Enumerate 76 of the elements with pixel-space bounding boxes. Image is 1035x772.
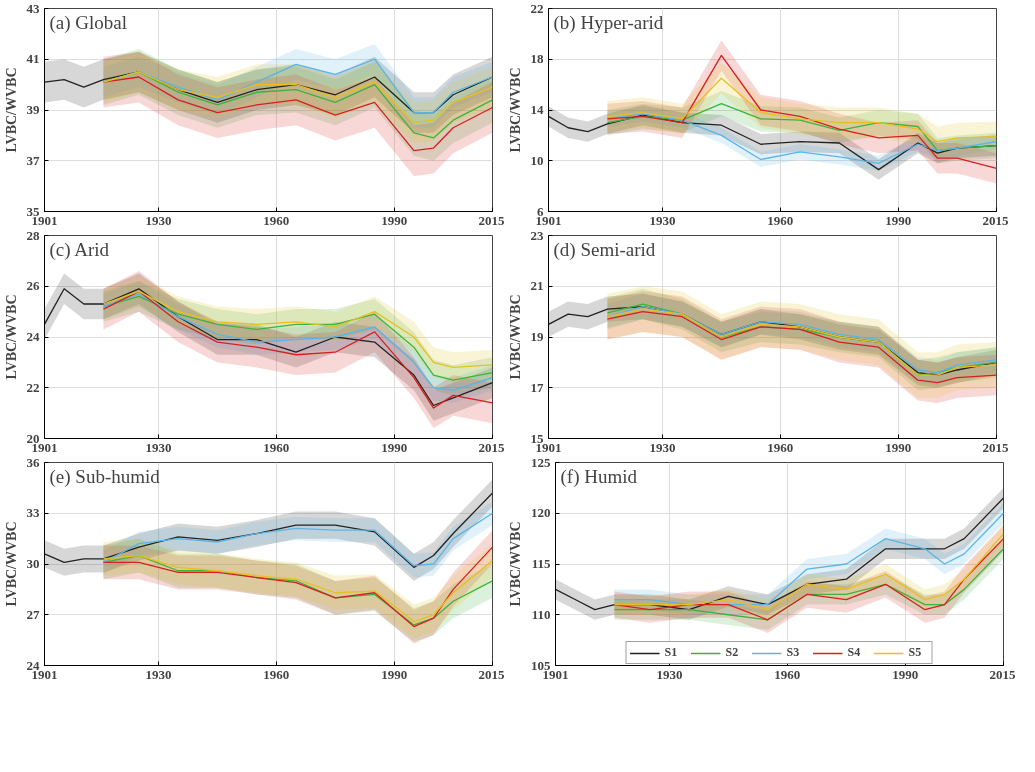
y-tick-label: 115	[531, 556, 551, 571]
chart-title: (e) Sub-humid	[49, 465, 161, 488]
y-axis-title: LVBC/WVBC	[508, 521, 523, 607]
line-series	[102, 76, 493, 152]
x-tick-label: 1960	[263, 212, 290, 228]
x-tick-label: 1930	[649, 212, 676, 228]
line-series	[44, 288, 493, 407]
y-axis-title: LVBC/WVBC	[3, 294, 19, 380]
x-tick-label: 1990	[381, 439, 408, 455]
legend-label: S2	[725, 645, 740, 660]
x-tick-label: 1960	[774, 666, 801, 682]
y-tick-label: 39	[26, 102, 40, 117]
legend-label: S5	[908, 645, 923, 660]
y-tick-label: 10	[530, 152, 544, 168]
chart-title: (d) Semi-arid	[553, 238, 656, 261]
y-tick-label: 120	[531, 505, 551, 521]
line-series	[44, 492, 493, 569]
line-series	[613, 512, 1004, 606]
chart-title: (a) Global	[49, 11, 128, 34]
x-tick-label: 1960	[263, 666, 290, 682]
y-tick-label: 14	[530, 102, 544, 117]
x-tick-label: 1930	[145, 666, 172, 682]
y-tick-label: 41	[26, 51, 40, 67]
line-series	[102, 71, 493, 124]
x-tick-label: 1990	[381, 666, 408, 682]
y-axis-title: LVBC/WVBC	[507, 67, 523, 153]
x-tick-label: 1930	[656, 666, 683, 682]
x-tick-label: 2015	[982, 212, 1009, 228]
x-tick-label: 1930	[649, 439, 676, 455]
x-tick-label: 1990	[892, 666, 919, 682]
y-tick-label: 18	[530, 51, 544, 67]
chart-title: (f) Humid	[560, 465, 638, 488]
y-tick-label: 30	[26, 556, 40, 571]
legend-label: S3	[786, 645, 801, 660]
y-tick-label: 22	[530, 0, 544, 16]
x-tick-label: 1930	[145, 439, 172, 455]
y-axis-title: LVBC/WVBC	[3, 521, 19, 607]
x-tick-label: 1960	[767, 439, 794, 455]
y-tick-label: 110	[531, 606, 551, 622]
x-tick-label: 2015	[478, 212, 505, 228]
x-tick-label: 2015	[478, 666, 505, 682]
x-tick-label: 1960	[767, 212, 794, 228]
chart-title: (c) Arid	[49, 238, 110, 261]
y-tick-label: 27	[26, 606, 40, 622]
y-axis-title: LVBC/WVBC	[3, 67, 19, 153]
y-tick-label: 28	[26, 227, 40, 243]
legend-label: S4	[847, 645, 862, 660]
line-series	[102, 512, 493, 567]
x-tick-label: 2015	[989, 666, 1016, 682]
y-tick-label: 26	[26, 278, 40, 294]
line-series	[606, 54, 997, 170]
y-tick-label: 125	[531, 454, 551, 470]
x-tick-label: 1960	[263, 439, 290, 455]
legend-label: S1	[664, 645, 679, 660]
y-tick-label: 22	[26, 379, 40, 395]
y-tick-label: 19	[530, 329, 544, 344]
line-series	[102, 290, 493, 369]
y-tick-label: 37	[26, 152, 40, 168]
y-tick-label: 21	[530, 278, 544, 294]
y-tick-label: 23	[530, 227, 544, 243]
x-tick-label: 1990	[885, 439, 912, 455]
y-axis-title: LVBC/WVBC	[507, 294, 523, 380]
x-tick-label: 2015	[982, 439, 1009, 455]
y-tick-label: 43	[26, 0, 40, 16]
x-tick-label: 1930	[145, 212, 172, 228]
y-tick-label: 36	[26, 454, 40, 470]
line-series	[606, 103, 997, 152]
chart-title: (b) Hyper-arid	[553, 11, 664, 34]
y-tick-label: 17	[530, 379, 544, 395]
x-tick-label: 1990	[381, 212, 408, 228]
line-series	[613, 532, 1004, 611]
y-tick-label: 33	[26, 505, 40, 521]
y-tick-label: 24	[26, 329, 40, 344]
x-tick-label: 1990	[885, 212, 912, 228]
line-series	[606, 77, 997, 143]
x-tick-label: 2015	[478, 439, 505, 455]
